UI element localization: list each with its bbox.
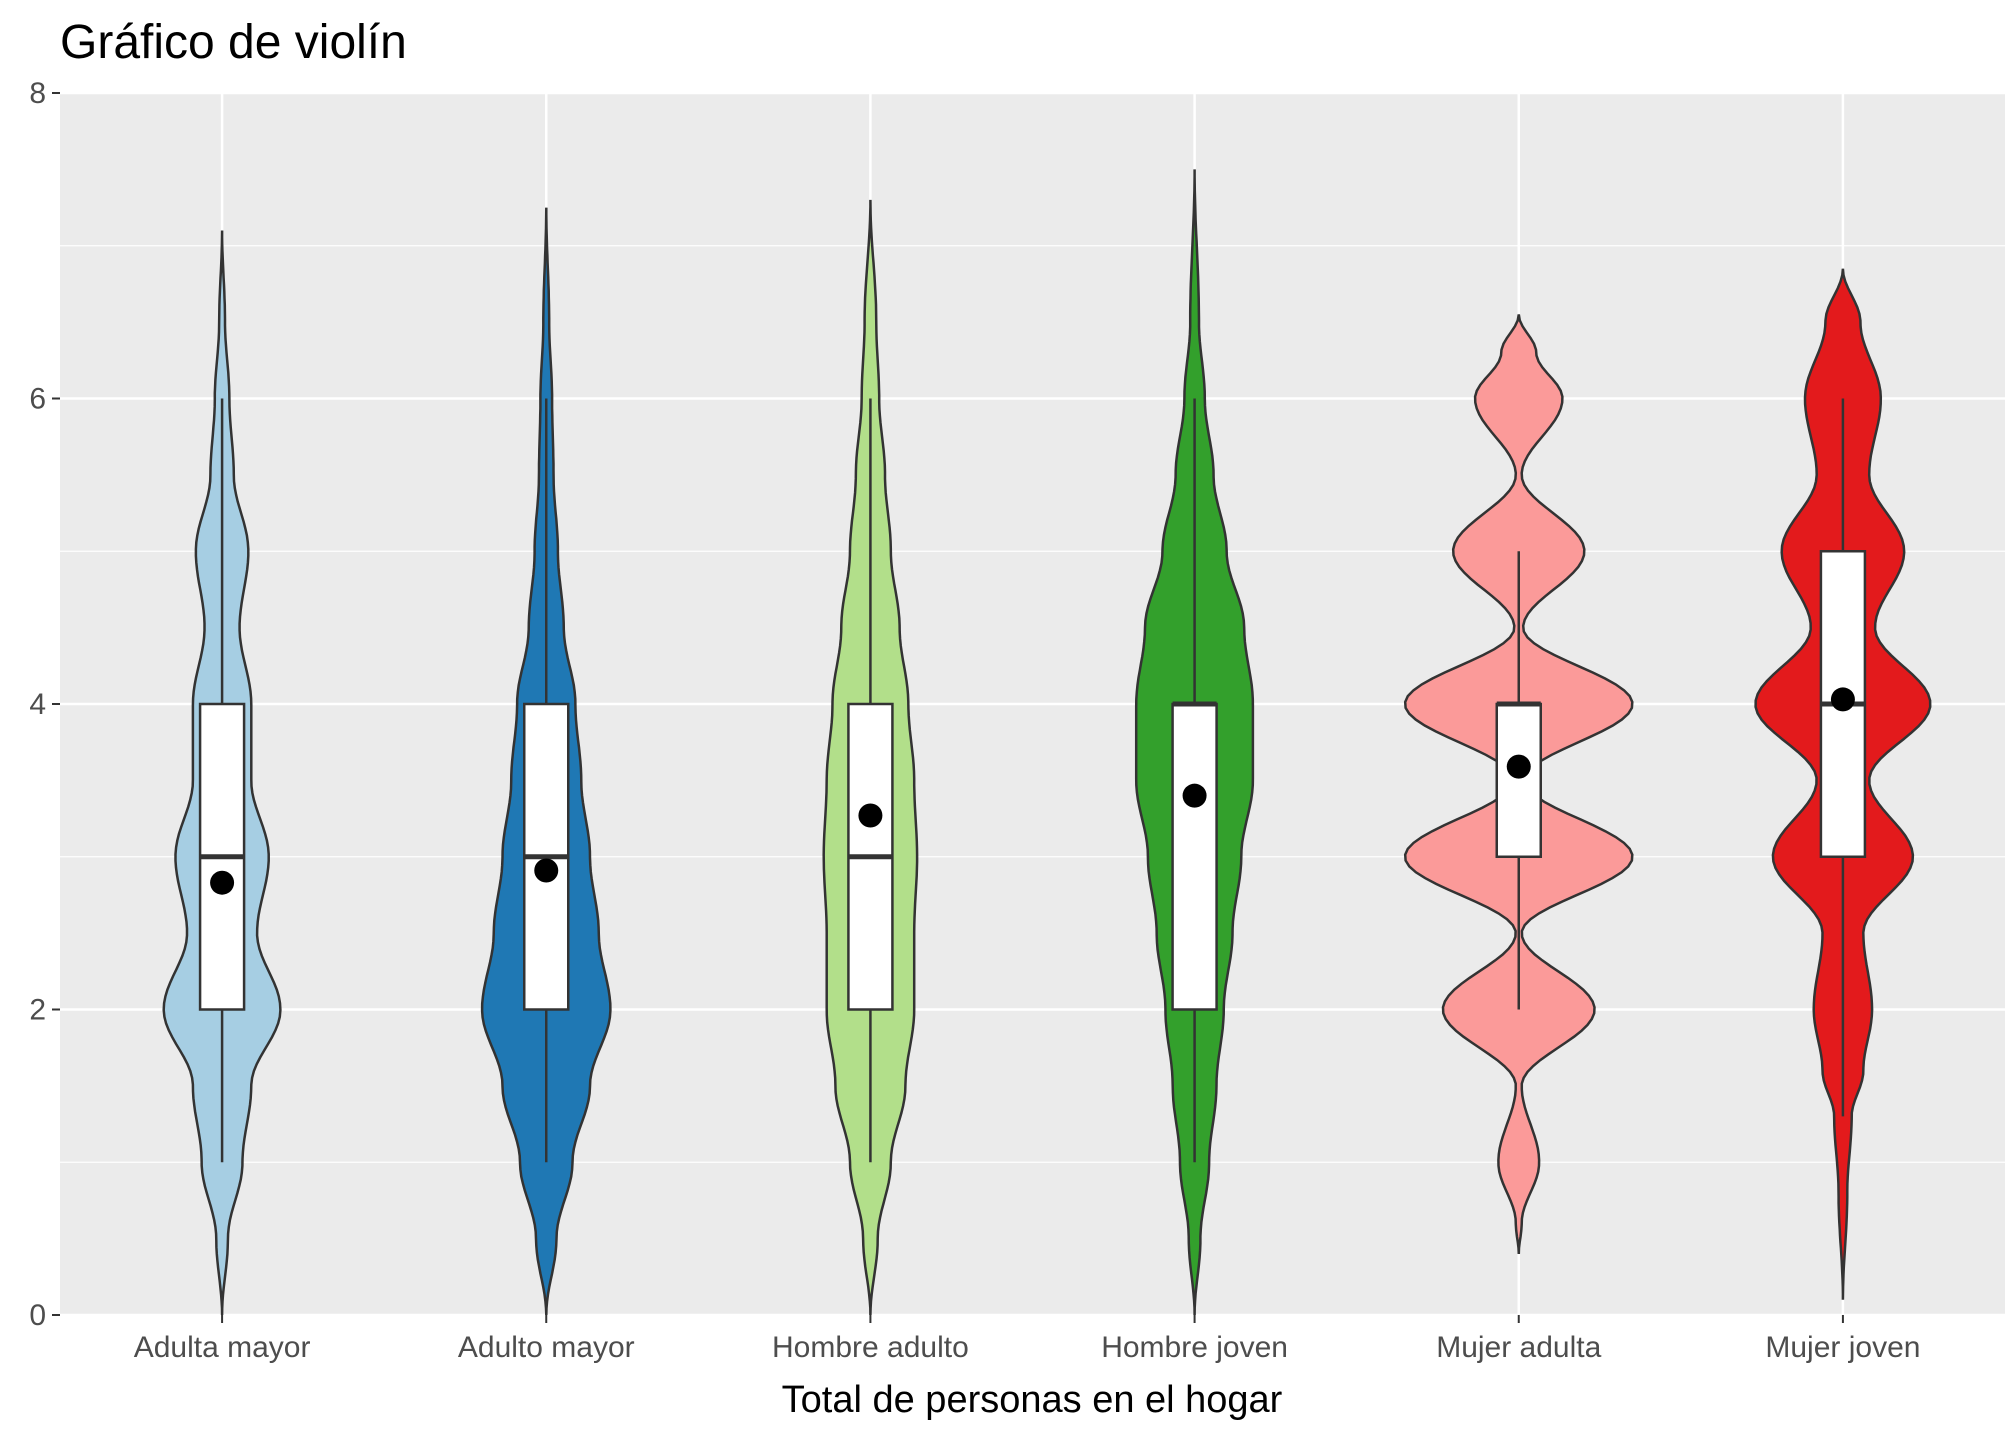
violin-group-adulto-mayor [480,207,612,1316]
x-axis: Adulta mayor Adulto mayor Hombre adulto Hom… [134,1315,1920,1364]
x-tick-label: Adulto mayor [458,1331,635,1364]
x-tick-label: Adulta mayor [134,1331,311,1364]
x-tick-label: Mujer joven [1765,1331,1920,1364]
violin-group-hombre-joven [1134,169,1255,1316]
mean-point [858,803,883,828]
y-tick-label: 0 [29,1299,46,1332]
y-tick-label: 4 [29,688,46,721]
y-tick-label: 6 [29,383,46,416]
violin-group-mujer-joven [1754,268,1932,1300]
mean-point [1506,754,1531,779]
y-axis: 0 2 4 6 8 [29,77,60,1332]
x-tick-label: Mujer adulta [1436,1331,1601,1364]
x-axis-title: Total de personas en el hogar [782,1379,1283,1421]
mean-point [210,870,235,895]
box-iqr [1495,702,1542,858]
box-iqr [1171,702,1218,1011]
violin-group-hombre-adulto [822,199,919,1316]
violin-group-adulta-mayor [162,230,282,1316]
violin-group-mujer-adulta [1403,314,1634,1254]
x-tick-label: Hombre joven [1101,1331,1288,1364]
mean-point [534,858,559,883]
y-tick-label: 8 [29,77,46,110]
mean-point [1830,687,1855,712]
y-tick-label: 2 [29,994,46,1027]
x-tick-label: Hombre adulto [772,1331,969,1364]
violins-layer [162,169,1932,1316]
chart-title: Gráfico de violín [60,16,407,69]
mean-point [1182,783,1207,808]
